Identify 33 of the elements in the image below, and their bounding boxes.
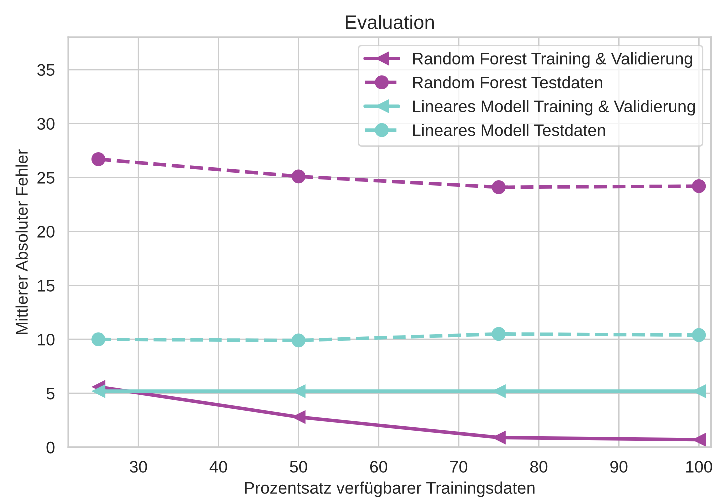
y-axis-title: Mittlerer Absoluter Fehler	[16, 150, 28, 334]
x-tick-label: 80	[530, 461, 548, 473]
x-tick-label: 40	[210, 461, 228, 473]
y-tick-label: 10	[38, 334, 55, 346]
y-tick-label: 35	[37, 64, 55, 76]
y-tick-label: 30	[37, 118, 55, 130]
x-tick-label: 70	[450, 461, 468, 473]
point	[492, 180, 506, 194]
point	[292, 410, 306, 424]
y-tick-label: 20	[38, 226, 55, 238]
x-tick-label: 60	[370, 461, 388, 473]
point	[692, 328, 706, 342]
legend-label: Lineares Modell Testdaten	[413, 124, 606, 136]
chart-title: Evaluation	[346, 15, 434, 30]
point	[92, 152, 106, 166]
x-tick-label: 100	[686, 461, 712, 473]
y-tick-label: 25	[38, 172, 55, 184]
legend-label: Lineares Modell Training & Validierung	[413, 100, 696, 116]
legend-label: Random Forest Testdaten	[413, 76, 602, 89]
x-axis-title: Prozentsatz verfügbarer Trainingsdaten	[245, 482, 535, 498]
point	[292, 334, 306, 348]
x-tick-label: 90	[610, 461, 628, 473]
point	[92, 332, 106, 347]
legend-label: Random Forest Training & Validierung	[413, 52, 692, 68]
point	[492, 327, 506, 342]
y-tick-label: 5	[46, 388, 55, 400]
point	[692, 179, 706, 194]
y-tick-label: 0	[46, 442, 55, 454]
x-tick-label: 30	[130, 461, 148, 473]
x-tick-label: 50	[290, 461, 308, 473]
point	[292, 170, 306, 184]
point	[92, 384, 106, 398]
y-tick-label: 15	[38, 280, 55, 292]
